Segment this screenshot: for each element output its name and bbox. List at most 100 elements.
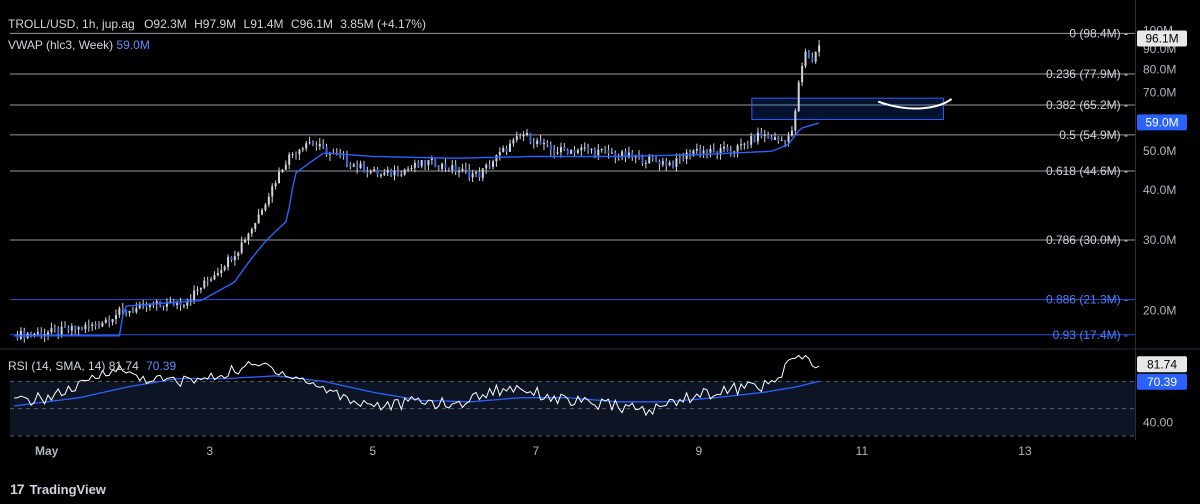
candle-body <box>267 196 270 205</box>
candle-body <box>420 160 423 167</box>
candle-body <box>780 140 783 142</box>
candle-body <box>573 150 576 153</box>
candle-body <box>794 110 797 131</box>
candle-body <box>169 301 172 303</box>
candle-body <box>223 266 226 270</box>
candle-body <box>244 240 247 243</box>
x-tick-label: 7 <box>532 444 539 458</box>
candle-body <box>67 327 70 331</box>
candle-body <box>441 163 444 170</box>
candle-body <box>131 310 134 313</box>
candle-body <box>451 165 454 171</box>
candle-body <box>597 149 600 156</box>
candle-body <box>373 169 376 172</box>
candle-body <box>359 163 362 168</box>
candle-body <box>485 164 488 169</box>
candle-body <box>16 334 19 339</box>
candle-body <box>386 169 389 173</box>
candle-body <box>797 82 800 111</box>
candle-body <box>257 214 260 224</box>
candle-body <box>179 302 182 306</box>
candle-body <box>661 161 664 165</box>
candle-body <box>553 150 556 154</box>
candle-body <box>512 139 515 144</box>
candle-body <box>30 333 33 335</box>
symbol-label[interactable]: TROLL/USD, 1h, jup.ag <box>8 17 135 31</box>
candle-body <box>23 330 26 339</box>
candle-body <box>77 327 80 330</box>
candle-body <box>807 51 810 58</box>
candle-body <box>366 172 369 174</box>
candle-body <box>444 163 447 169</box>
rsi-label[interactable]: RSI (14, SMA, 14) <box>8 359 106 373</box>
candle-body <box>549 144 552 151</box>
fib-level-label: 0.786 (30.0M) - <box>1046 233 1128 247</box>
candle-body <box>424 160 427 166</box>
candle-body <box>155 301 158 305</box>
candle-body <box>559 147 562 153</box>
candle-body <box>216 273 219 276</box>
open-value: 92.3M <box>153 17 187 31</box>
candle-body <box>128 310 131 313</box>
candle-body <box>580 147 583 151</box>
candle-body <box>430 158 433 161</box>
projection-arc <box>877 98 953 110</box>
candle-body <box>325 146 328 155</box>
candle-body <box>318 144 321 147</box>
tradingview-logo-icon: 17 <box>10 481 25 497</box>
candle-body <box>811 57 814 62</box>
candle-body <box>390 169 393 176</box>
candle-body <box>362 163 365 173</box>
vwap-label[interactable]: VWAP (hlc3, Week) <box>8 38 114 52</box>
x-tick-label: May <box>35 444 59 458</box>
candle-body <box>114 315 117 320</box>
candle-body <box>352 164 355 167</box>
candle-body <box>57 329 60 335</box>
candle-body <box>685 152 688 160</box>
tradingview-logo[interactable]: 17 TradingView <box>10 481 106 497</box>
vwap-line <box>14 122 820 337</box>
candle-body <box>672 162 675 168</box>
candle-body <box>692 150 695 156</box>
candle-body <box>556 152 559 154</box>
candle-body <box>393 170 396 176</box>
low-label: L <box>243 17 251 31</box>
candle-body <box>33 333 36 335</box>
candle-body <box>298 149 301 155</box>
fib-level-label: 0.618 (44.6M) - <box>1046 164 1128 178</box>
candle-body <box>777 137 780 141</box>
candle-body <box>447 168 450 171</box>
candle-body <box>356 164 359 168</box>
candle-body <box>138 303 141 309</box>
close-label: C <box>290 17 300 31</box>
candle-body <box>600 149 603 151</box>
candle-body <box>53 328 56 330</box>
candle-body <box>682 158 685 160</box>
candle-body <box>709 148 712 153</box>
candle-body <box>342 156 345 158</box>
candle-body <box>182 305 185 307</box>
candle-body <box>590 149 593 151</box>
candle-body <box>651 156 654 159</box>
candle-body <box>64 326 67 328</box>
candle-body <box>47 332 50 335</box>
candle-body <box>525 132 528 135</box>
candle-body <box>162 305 165 307</box>
candle-body <box>108 319 111 323</box>
rsi-header: RSI (14, SMA, 14) 81.74 70.39 <box>8 359 176 373</box>
x-tick-label: 9 <box>696 444 703 458</box>
candle-body <box>770 137 773 141</box>
candle-body <box>274 183 277 187</box>
candle-body <box>665 161 668 166</box>
candle-body <box>19 330 22 339</box>
price-header: TROLL/USD, 1h, jup.ag O92.3M H97.9M L91.… <box>8 17 426 31</box>
price-tick-label: 30.0M <box>1143 233 1176 247</box>
x-tick-label: 5 <box>369 444 376 458</box>
candle-body <box>278 171 281 184</box>
candle-body <box>84 324 87 330</box>
candle-body <box>454 165 457 172</box>
candle-body <box>604 149 607 151</box>
candle-body <box>121 308 124 310</box>
footer: 17 TradingView <box>0 472 1200 504</box>
